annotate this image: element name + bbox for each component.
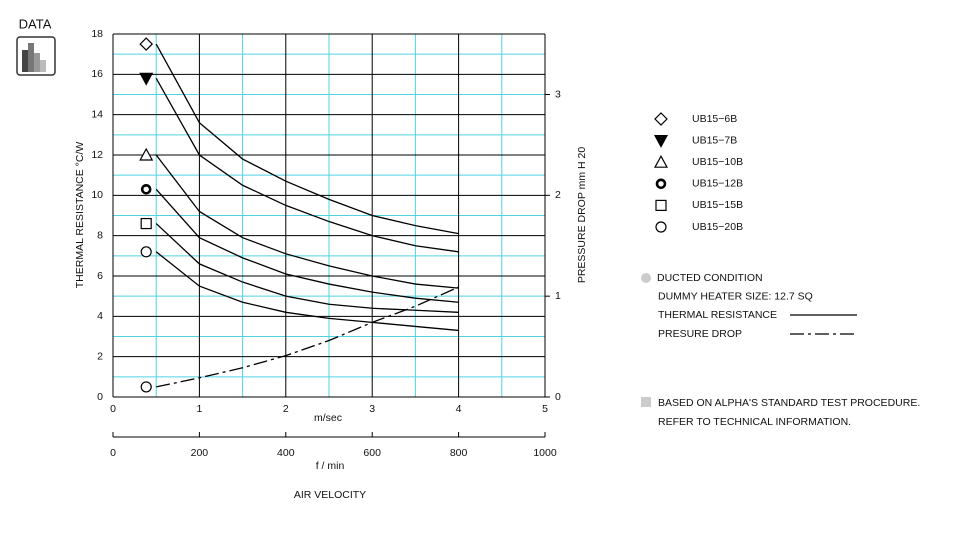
legend-label: UB15−20B [692, 221, 743, 233]
marker [655, 199, 667, 211]
icon-bar [34, 53, 40, 72]
x-tick-label: 1 [196, 403, 202, 415]
y-tick-label: 14 [91, 108, 103, 120]
y-tick-label: 10 [91, 189, 103, 201]
x-axis-label: m/sec [314, 412, 342, 424]
condition-text: DUCTED CONDITION [657, 272, 763, 284]
legend-label: UB15−15B [692, 199, 743, 211]
x2-tick-label: 1000 [533, 447, 557, 459]
y-tick-label: 6 [97, 270, 103, 282]
series-line [155, 223, 459, 313]
icon-bar [28, 43, 34, 72]
marker [140, 381, 152, 393]
y-tick-label: 4 [97, 310, 103, 322]
x2-tick-label: 800 [450, 447, 468, 459]
x-tick-label: 2 [283, 403, 289, 415]
marker [140, 246, 152, 258]
footnote-text: REFER TO TECHNICAL INFORMATION. [658, 416, 851, 428]
y-tick-label: 18 [91, 28, 103, 40]
y-tick-label: 2 [97, 350, 103, 362]
marker [139, 37, 154, 51]
icon-bar [40, 60, 46, 72]
line-key-label: PRESURE DROP [658, 328, 742, 340]
legend-label: UB15−6B [692, 113, 737, 125]
y2-tick-label: 1 [555, 290, 561, 302]
x-tick-label: 0 [110, 403, 116, 415]
marker [139, 147, 154, 161]
x2-tick-label: 0 [110, 447, 116, 459]
x2-axis-label: f / min [316, 460, 345, 472]
bullet [641, 397, 651, 407]
marker [139, 72, 154, 86]
y-tick-label: 12 [91, 149, 103, 161]
y-tick-label: 8 [97, 229, 103, 241]
axis-title: AIR VELOCITY [294, 489, 366, 501]
x2-tick-label: 200 [191, 447, 209, 459]
marker [140, 183, 152, 195]
footnote-text: BASED ON ALPHA'S STANDARD TEST PROCEDURE… [658, 397, 920, 409]
x-tick-label: 3 [369, 403, 375, 415]
series-line [155, 188, 459, 303]
series-line [155, 154, 459, 289]
marker [655, 178, 667, 190]
x2-tick-label: 600 [363, 447, 381, 459]
legend-label: UB15−12B [692, 178, 743, 190]
series-line [155, 251, 459, 332]
legend-label: UB15−10B [692, 156, 743, 168]
data-icon: DATA [16, 16, 56, 76]
condition-text: DUMMY HEATER SIZE: 12.7 SQ [658, 290, 813, 302]
icon-bar [22, 50, 28, 72]
y-tick-label: 0 [97, 391, 103, 403]
x2-tick-label: 400 [277, 447, 295, 459]
series-line [155, 43, 459, 235]
marker [655, 221, 667, 233]
marker [654, 112, 668, 126]
marker [653, 154, 669, 168]
badge-text: DATA [19, 16, 52, 31]
marker [653, 135, 669, 148]
y2-tick-label: 3 [555, 88, 561, 100]
legend-label: UB15−7B [692, 134, 737, 146]
bullet [641, 273, 651, 283]
x-tick-label: 4 [456, 403, 462, 415]
y-axis-label: THERMAL RESISTANCE °C/W [74, 142, 86, 289]
y2-axis-label: PRESSURE DROP mm H 20 [576, 147, 588, 283]
y2-tick-label: 2 [555, 189, 561, 201]
y-tick-label: 16 [91, 68, 103, 80]
series-line [156, 286, 459, 388]
series-line [155, 78, 459, 253]
x-tick-label: 5 [542, 403, 548, 415]
y2-tick-label: 0 [555, 391, 561, 403]
marker [140, 217, 152, 230]
line-key-label: THERMAL RESISTANCE [658, 309, 777, 321]
